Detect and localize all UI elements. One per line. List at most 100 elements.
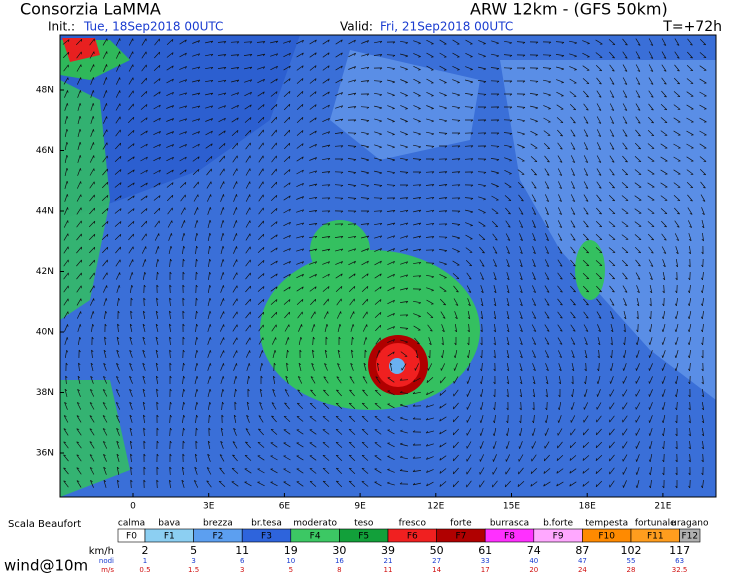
kn-value: 27 [432, 557, 441, 565]
beaufort-cell [679, 528, 701, 543]
cyclone-eye [389, 358, 405, 374]
legend-title: Scala Beaufort [8, 519, 81, 530]
axes: 48N 46N 44N 42N 40N 38N 36N 0 3E 6E 9E 12E 15E 18E 21E [36, 86, 672, 512]
beaufort-code: F7 [455, 532, 466, 542]
valid-value: Fri, 21Sep2018 00UTC [380, 20, 513, 34]
legend: calma F0 bava F1 brezza F2 br.tesa F3 moderato F4… [89, 519, 709, 575]
lat-label: 40N [36, 328, 54, 338]
beaufort-code: F11 [647, 532, 664, 542]
beaufort-name: fresco [399, 519, 427, 529]
lon-label: 3E [203, 502, 215, 512]
kmh-value: 2 [142, 544, 149, 557]
lat-label: 36N [36, 449, 54, 459]
lon-label: 6E [279, 502, 291, 512]
kn-value: 3 [191, 557, 195, 565]
ms-value: 3 [240, 566, 244, 574]
lon-label: 21E [654, 502, 671, 512]
kn-value: 6 [240, 557, 245, 565]
region [60, 35, 300, 220]
ms-value: 5 [289, 566, 293, 574]
map-frame [59, 34, 717, 498]
beaufort-name: teso [354, 519, 374, 529]
lat-label: 44N [36, 207, 54, 217]
kmh-value: 87 [575, 544, 589, 557]
kmh-value: 50 [430, 544, 444, 557]
lon-label: 15E [503, 502, 520, 512]
beaufort-name: brezza [203, 519, 233, 529]
beaufort-name: fortunale [635, 519, 676, 529]
lon-label: 9E [354, 502, 366, 512]
kmh-value: 5 [190, 544, 197, 557]
kmh-value: 39 [381, 544, 395, 557]
kmh-value: 74 [527, 544, 541, 557]
arrow-field [62, 38, 707, 489]
model: ARW 12km - (GFS 50km) [470, 0, 668, 19]
title: Consorzia LaMMA [20, 0, 161, 19]
ms-value: 0.5 [139, 566, 150, 574]
ms-value: 28 [627, 566, 636, 574]
beaufort-code: F4 [310, 532, 321, 542]
beaufort-code: F3 [261, 532, 272, 542]
beaufort-code: F9 [553, 532, 564, 542]
lat-label: 48N [36, 86, 54, 96]
kmh-value: 61 [478, 544, 492, 557]
kn-value: 33 [481, 557, 490, 565]
wind-arrows [62, 38, 707, 489]
lead-time: T=+72h [662, 19, 722, 35]
beaufort-code: F6 [407, 532, 418, 542]
ms-value: 11 [384, 566, 393, 574]
wind-area [260, 250, 480, 410]
kn-value: 55 [627, 557, 636, 565]
lat-label: 38N [36, 388, 54, 398]
beaufort-name: moderato [293, 519, 337, 529]
kn-value: 16 [335, 557, 344, 565]
beaufort-code: F8 [504, 532, 515, 542]
lon-label: 0 [130, 502, 136, 512]
beaufort-code: F0 [126, 532, 137, 542]
beaufort-code: F10 [598, 532, 615, 542]
field-label: wind@10m [4, 557, 88, 575]
beaufort-name: forte [450, 519, 472, 529]
beaufort-code: F12 [681, 532, 698, 542]
kn-value: 63 [675, 557, 684, 565]
beaufort-name: burrasca [490, 519, 529, 529]
kn-value: 21 [384, 557, 393, 565]
beaufort-name: tempesta [585, 519, 628, 529]
map [60, 35, 716, 497]
land [330, 50, 480, 160]
beaufort-name: b.forte [543, 519, 573, 529]
kn-value: 47 [578, 557, 587, 565]
ms-value: 14 [432, 566, 441, 574]
beaufort-code: F2 [212, 532, 223, 542]
init-value: Tue, 18Sep2018 00UTC [83, 20, 223, 34]
ms-value: 20 [529, 566, 538, 574]
ms-value: 8 [337, 566, 341, 574]
unit-label: m/s [101, 566, 114, 574]
kn-value: 10 [286, 557, 295, 565]
lat-label: 46N [36, 146, 54, 156]
beaufort-code: F5 [358, 532, 369, 542]
ms-value: 24 [578, 566, 587, 574]
ms-value: 1.5 [188, 566, 199, 574]
kmh-value: 30 [332, 544, 346, 557]
ms-value: 17 [481, 566, 490, 574]
valid-label: Valid: [340, 20, 373, 34]
init-label: Init.: [48, 20, 75, 34]
unit-label: nodi [99, 557, 114, 565]
kmh-value: 11 [235, 544, 249, 557]
kn-value: 1 [143, 557, 147, 565]
wind-area [60, 80, 110, 320]
ms-value: 32.5 [672, 566, 688, 574]
lon-label: 12E [427, 502, 444, 512]
kmh-value: 117 [669, 544, 690, 557]
beaufort-name: bava [158, 519, 180, 529]
beaufort-code: F1 [164, 532, 175, 542]
lat-label: 42N [36, 267, 54, 277]
beaufort-name: uragano [671, 519, 709, 529]
beaufort-name: br.tesa [251, 519, 282, 529]
kmh-value: 19 [284, 544, 298, 557]
unit-label: km/h [89, 546, 114, 557]
wind-area [575, 240, 605, 300]
kmh-value: 102 [621, 544, 642, 557]
